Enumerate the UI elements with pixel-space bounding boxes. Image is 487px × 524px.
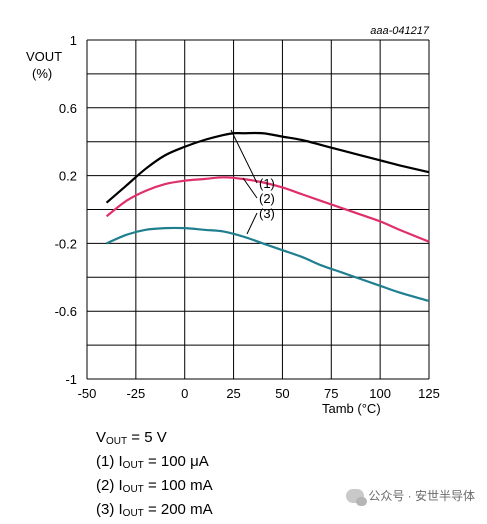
annotation-label-1: (1): [259, 176, 275, 191]
y-tick-label: 0.6: [59, 101, 77, 116]
series-line-3: [106, 226, 430, 303]
legend: VOUT = 5 V (1) IOUT = 100 μA (2) IOUT = …: [96, 428, 213, 524]
x-tick-label: 125: [418, 386, 440, 401]
annotation-label-2: (2): [259, 191, 275, 206]
series-line-1: [105, 131, 430, 204]
annotation-label-3: (3): [259, 206, 275, 221]
annotation-layer: (1)(2)(3): [230, 129, 275, 235]
series-line-2: [105, 176, 430, 243]
x-tick-label: 0: [181, 386, 188, 401]
watermark-text: 公众号 · 安世半导体: [368, 489, 475, 503]
grid: [86, 39, 430, 380]
annotation-leader-3: [246, 212, 258, 235]
x-tick-label: 50: [275, 386, 289, 401]
x-tick-label: 25: [226, 386, 240, 401]
tick-labels: -50 -25 0 25 50 75 100 125 -1 -0.6 -0.2 0.2 0.6 1: [55, 33, 440, 401]
annotation-leader-2: [242, 177, 258, 199]
y-tick-label: -0.6: [55, 304, 77, 319]
series-layer: [105, 131, 430, 303]
legend-item-3: (3) IOUT = 200 mA: [96, 501, 213, 519]
watermark: 公众号 · 安世半导体: [346, 487, 475, 506]
legend-vout: VOUT = 5 V: [96, 429, 167, 447]
y-tick-label: 0.2: [59, 169, 77, 184]
figure-id: aaa-041217: [370, 25, 430, 37]
x-tick-label: -50: [78, 386, 97, 401]
legend-item-1: (1) IOUT = 100 μA: [96, 453, 209, 471]
annotation-leader-1: [230, 129, 258, 184]
y-axis-label-line1: VOUT: [26, 49, 62, 64]
x-tick-label: 75: [324, 386, 338, 401]
x-tick-label: 100: [369, 386, 391, 401]
legend-item-2: (2) IOUT = 100 mA: [96, 477, 213, 495]
y-tick-label: -1: [65, 372, 77, 387]
wechat-icon: [346, 488, 368, 506]
y-tick-label: -0.2: [55, 236, 77, 251]
x-axis-label: Tamb (°C): [322, 401, 381, 416]
y-axis-label-line2: (%): [32, 66, 52, 81]
x-tick-label: -25: [126, 386, 145, 401]
y-tick-label: 1: [70, 33, 77, 48]
chart: (1)(2)(3) -50 -25 0 25 50 75 100 125 -1 -0.6 -0.2 0…: [26, 25, 440, 416]
